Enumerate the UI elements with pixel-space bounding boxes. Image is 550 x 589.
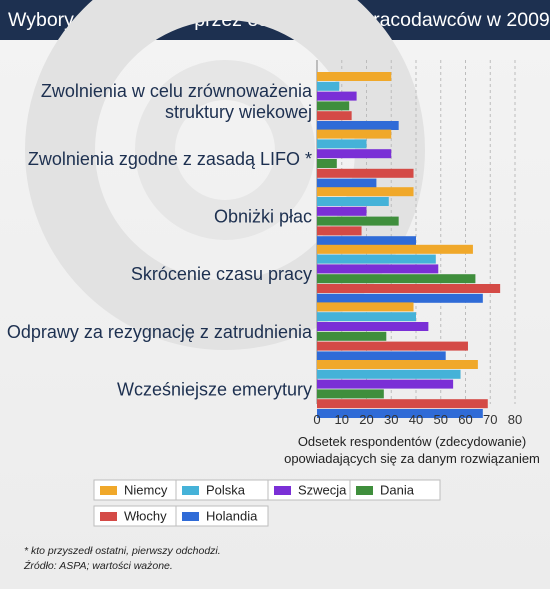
bar-szwecja-0 [317,91,357,101]
footnote-source: Źródło: ASPA; wartości ważone. [24,560,173,572]
bar-szwecja-1 [317,149,392,159]
bar-niemcy-2 [317,187,414,197]
x-tick-label: 0 [313,412,320,427]
bar-polska-4 [317,312,416,322]
bar-dania-5 [317,389,384,399]
category-label: Zwolnienia w celu zrównoważenia [41,81,313,101]
bar-polska-1 [317,139,367,149]
category-label: Zwolnienia zgodne z zasadą LIFO * [28,149,312,169]
legend-label: Dania [380,483,415,498]
bar-polska-0 [317,81,340,91]
legend-swatch [100,512,117,521]
x-tick-label: 20 [359,412,373,427]
bar-holandia-4 [317,351,446,361]
bar-polska-3 [317,254,436,264]
legend-label: Holandia [206,509,258,524]
bar-włochy-2 [317,226,362,236]
bar-włochy-0 [317,111,352,121]
bar-dania-2 [317,216,399,226]
x-tick-label: 40 [409,412,423,427]
bar-holandia-3 [317,293,483,303]
bar-holandia-2 [317,236,416,246]
x-axis-title: Odsetek respondentów (zdecydowanie) opowi… [284,434,540,466]
bar-niemcy-0 [317,72,392,81]
x-axis-title-line: opowiadających się za danym rozwiązaniem [284,451,540,466]
legend-item-niemcy: Niemcy [93,479,177,501]
category-label: Odprawy za rezygnację z zatrudnienia [7,322,313,342]
category-label: Obniżki płac [214,207,312,227]
bar-polska-2 [317,197,389,206]
legend-swatch [182,512,199,521]
legend-label: Szwecja [298,483,347,498]
bar-holandia-1 [317,178,377,188]
bar-szwecja-3 [317,264,439,274]
bar-niemcy-3 [317,244,473,254]
legend-swatch [356,486,373,495]
decor-arc-inner [135,60,315,240]
category-labels: Zwolnienia w celu zrównoważeniastruktury… [7,81,313,399]
bar-dania-4 [317,331,387,341]
bar-włochy-4 [317,341,468,351]
x-tick-label: 80 [508,412,522,427]
bar-szwecja-5 [317,379,454,389]
category-label: Skrócenie czasu pracy [131,264,312,284]
x-tick-label: 30 [384,412,398,427]
bar-włochy-3 [317,284,501,293]
legend-swatch [100,486,117,495]
legend-item-holandia: Holandia [175,505,269,527]
x-tick-label: 10 [335,412,349,427]
bar-dania-0 [317,101,350,111]
bar-niemcy-5 [317,360,478,369]
legend-label: Polska [206,483,246,498]
x-tick-label: 60 [458,412,472,427]
bar-włochy-1 [317,168,414,178]
bar-polska-5 [317,369,461,379]
bar-holandia-0 [317,121,399,130]
category-label: struktury wiekowej [165,102,312,122]
bar-niemcy-4 [317,302,414,312]
legend-item-włochy: Włochy [93,505,177,527]
legend: Niemcy Polska Szwecja Dania Włochy Holandia [93,479,441,527]
bar-holandia-5 [317,409,483,418]
legend-label: Włochy [124,509,167,524]
legend-item-polska: Polska [175,479,269,501]
bar-dania-3 [317,274,476,284]
category-label: Wcześniejsze emerytury [117,379,312,399]
bars [317,72,501,418]
x-axis-title-line: Odsetek respondentów (zdecydowanie) [298,434,526,449]
x-tick-label: 70 [483,412,497,427]
footnote-lifo: * kto przyszedł ostatni, pierwszy odchod… [24,545,221,557]
legend-swatch [274,486,291,495]
legend-item-dania: Dania [349,479,441,501]
legend-item-szwecja: Szwecja [267,479,351,501]
bar-niemcy-1 [317,129,392,139]
x-tick-label: 50 [434,412,448,427]
x-axis-ticks: 0 10 20 30 40 50 60 70 80 [313,412,522,427]
legend-label: Niemcy [124,483,168,498]
bar-włochy-5 [317,399,488,409]
bar-szwecja-2 [317,206,367,216]
bar-dania-1 [317,159,337,168]
bar-szwecja-4 [317,322,429,331]
legend-swatch [182,486,199,495]
